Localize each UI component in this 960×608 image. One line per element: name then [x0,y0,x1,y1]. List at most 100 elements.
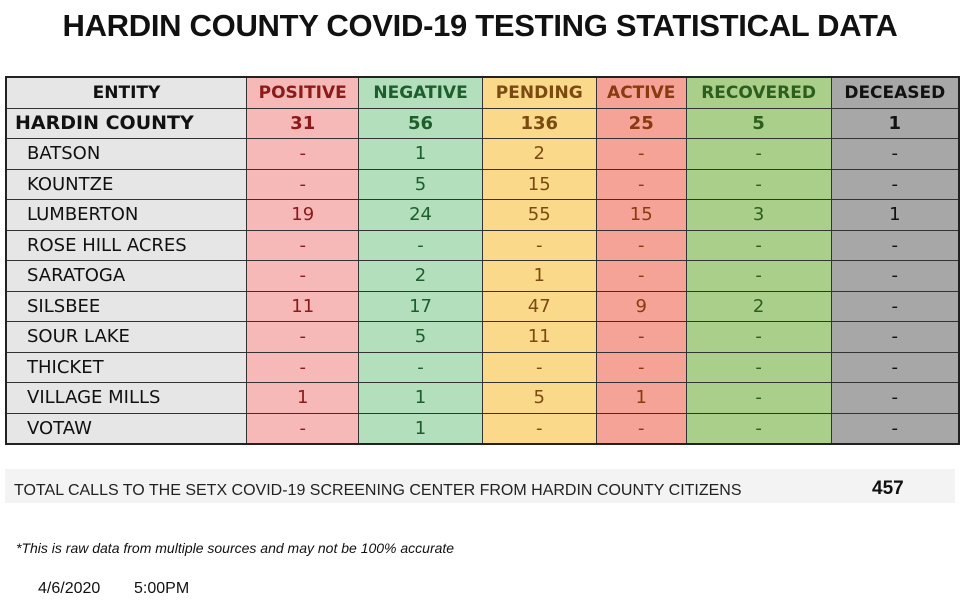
column-header-entity: ENTITY [5,76,247,109]
cell-active: - [595,168,687,200]
column-header-active: ACTIVE [595,76,687,109]
cell-pending: 47 [481,290,597,322]
entity-name: LUMBERTON [5,199,247,231]
table-row: LUMBERTON 19 24 55 15 3 1 [5,199,960,231]
cell-recovered: - [685,168,832,200]
cell-negative: 2 [358,260,483,292]
cell-recovered: - [685,138,832,170]
table-header-row: ENTITY POSITIVE NEGATIVE PENDING ACTIVE RECOV… [5,76,960,109]
cell-negative: 17 [358,290,483,322]
cell-positive: - [245,229,360,261]
cell-positive: 11 [245,290,360,322]
cell-positive: - [245,260,360,292]
cell-pending: 2 [481,138,597,170]
cell-deceased: 1 [830,107,960,139]
entity-name: KOUNTZE [5,168,247,200]
cell-negative: 1 [358,412,483,445]
cell-deceased: 1 [830,199,960,231]
cell-active: - [595,351,687,383]
cell-positive: 31 [245,107,360,139]
cell-recovered: - [685,321,832,353]
total-calls-label: TOTAL CALLS TO THE SETX COVID-19 SCREENI… [14,482,742,499]
entity-name: VOTAW [5,412,247,445]
cell-pending: 11 [481,321,597,353]
cell-deceased: - [830,412,960,445]
cell-deceased: - [830,138,960,170]
table-row: KOUNTZE -5 15- - - [5,168,960,200]
cell-active: - [595,138,687,170]
cell-active: - [595,260,687,292]
cell-active: - [595,321,687,353]
cell-active: 15 [595,199,687,231]
cell-positive: - [245,321,360,353]
cell-recovered: 5 [685,107,832,139]
cell-pending: 5 [481,382,597,414]
cell-pending: - [481,351,597,383]
cell-recovered: - [685,260,832,292]
entity-name: BATSON [5,138,247,170]
entity-name: VILLAGE MILLS [5,382,247,414]
cell-pending: - [481,412,597,445]
entity-name: SOUR LAKE [5,321,247,353]
cell-deceased: - [830,351,960,383]
cell-positive: 1 [245,382,360,414]
cell-active: 1 [595,382,687,414]
cell-positive: - [245,412,360,445]
cell-deceased: - [830,260,960,292]
table-row: VILLAGE MILLS 1 1 5 1- - [5,382,960,414]
report-date: 4/6/2020 [38,580,101,597]
column-header-recovered: RECOVERED [685,76,832,109]
table-row: SILSBEE 11 17 47 9 2- [5,290,960,322]
cell-negative: 1 [358,382,483,414]
cell-deceased: - [830,382,960,414]
column-header-deceased: DECEASED [830,76,960,109]
cell-active: - [595,229,687,261]
cell-negative: 56 [358,107,483,139]
cell-pending: 1 [481,260,597,292]
entity-name: SILSBEE [5,290,247,322]
cell-active: 25 [595,107,687,139]
table-row: THICKET - - - - - - [5,351,960,383]
total-calls-value: 457 [872,478,904,499]
cell-recovered: - [685,351,832,383]
cell-pending: 55 [481,199,597,231]
column-header-pending: PENDING [481,76,597,109]
cell-negative: - [358,229,483,261]
table-row: BATSON -1 2- - - [5,138,960,170]
cell-deceased: - [830,321,960,353]
table-row: ROSE HILL ACRES - - - - - - [5,229,960,261]
table-row: SARATOGA -2 1- - - [5,260,960,292]
cell-active: - [595,412,687,445]
cell-deceased: - [830,229,960,261]
report-time: 5:00PM [134,580,190,597]
cell-positive: 19 [245,199,360,231]
covid-stats-table: ENTITY POSITIVE NEGATIVE PENDING ACTIVE RECOV… [5,76,960,445]
entity-name: ROSE HILL ACRES [5,229,247,261]
cell-recovered: 3 [685,199,832,231]
cell-positive: - [245,138,360,170]
cell-positive: - [245,351,360,383]
entity-name: THICKET [5,351,247,383]
cell-negative: - [358,351,483,383]
cell-recovered: - [685,382,832,414]
cell-active: 9 [595,290,687,322]
county-total-row: HARDIN COUNTY 31 56 136 25 5 1 [5,107,960,139]
cell-positive: - [245,168,360,200]
page-title: HARDIN COUNTY COVID-19 TESTING STATISTIC… [62,8,898,43]
cell-pending: - [481,229,597,261]
cell-negative: 5 [358,321,483,353]
cell-negative: 5 [358,168,483,200]
cell-pending: 136 [481,107,597,139]
column-header-negative: NEGATIVE [358,76,483,109]
cell-recovered: 2 [685,290,832,322]
cell-negative: 1 [358,138,483,170]
entity-name: SARATOGA [5,260,247,292]
total-calls-row [5,469,955,503]
entity-name: HARDIN COUNTY [5,107,247,139]
table-row: SOUR LAKE -5 11- - - [5,321,960,353]
disclaimer-note: *This is raw data from multiple sources … [16,540,455,556]
cell-recovered: - [685,412,832,445]
table-row: VOTAW -1- - - - [5,412,960,445]
cell-negative: 24 [358,199,483,231]
cell-deceased: - [830,290,960,322]
